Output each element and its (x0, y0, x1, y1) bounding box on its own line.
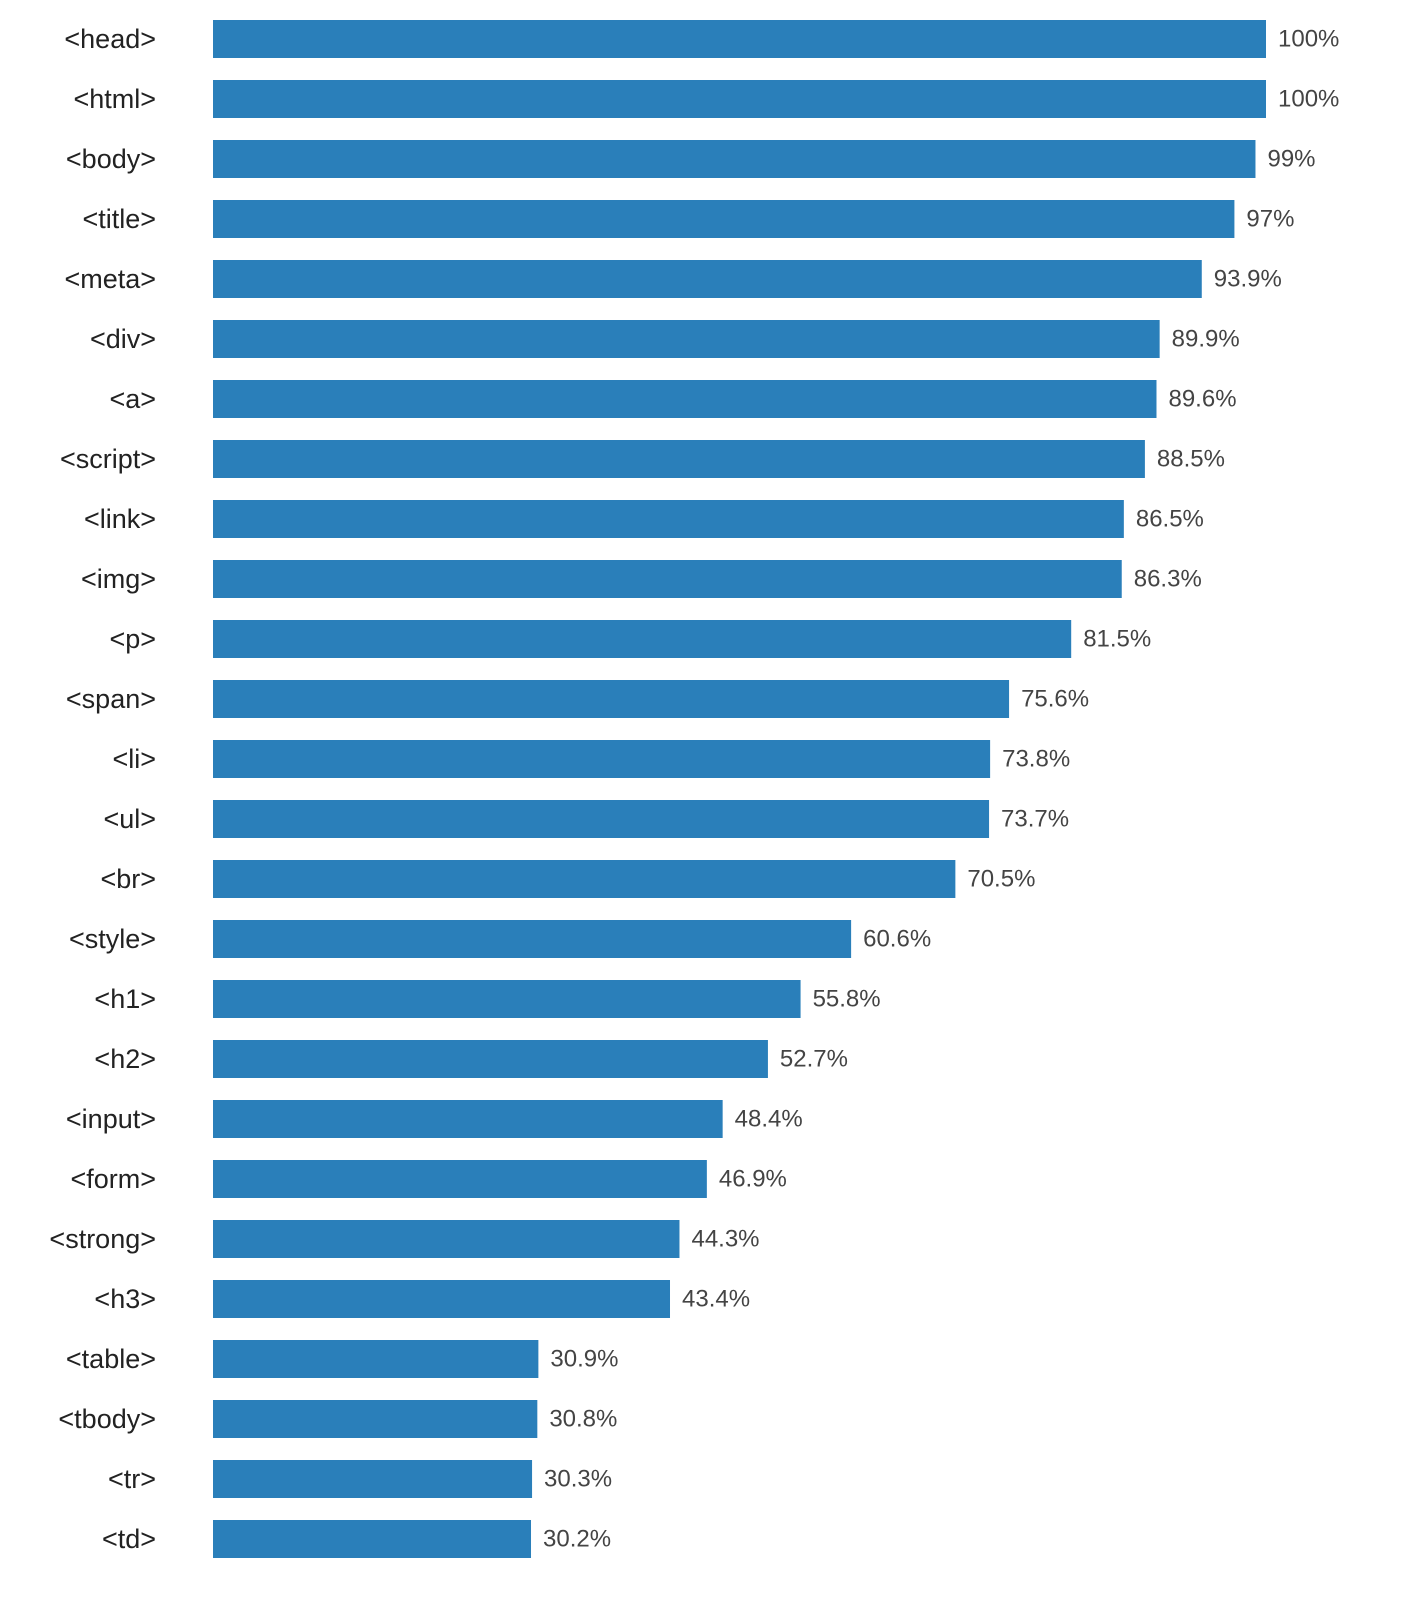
category-label: <table> (66, 1344, 156, 1374)
category-label: <span> (66, 684, 156, 714)
value-label: 88.5% (1157, 446, 1225, 473)
bar (213, 860, 956, 898)
category-label: <h1> (94, 984, 156, 1014)
value-label: 99% (1267, 146, 1315, 173)
bar (213, 380, 1157, 418)
bar (213, 920, 852, 958)
value-label: 44.3% (691, 1226, 759, 1253)
category-label: <div> (90, 324, 156, 354)
value-label: 97% (1246, 206, 1294, 233)
bar (213, 1040, 768, 1078)
bar (213, 980, 801, 1018)
value-label: 89.9% (1172, 326, 1240, 353)
category-label: <script> (60, 444, 156, 474)
category-label: <a> (109, 384, 156, 414)
category-label: <head> (64, 24, 156, 54)
value-label: 30.3% (544, 1466, 612, 1493)
category-label: <img> (81, 564, 156, 594)
bar (213, 320, 1160, 358)
category-label: <meta> (64, 264, 156, 294)
value-label: 46.9% (719, 1166, 787, 1193)
value-label: 43.4% (682, 1286, 750, 1313)
value-label: 86.5% (1136, 506, 1204, 533)
value-label: 81.5% (1083, 626, 1151, 653)
value-label: 75.6% (1021, 686, 1089, 713)
category-label: <body> (66, 144, 156, 174)
bar (213, 80, 1266, 118)
value-label: 100% (1278, 26, 1339, 53)
value-label: 55.8% (813, 986, 881, 1013)
value-label: 73.7% (1001, 806, 1069, 833)
bar (213, 1400, 538, 1438)
bar (213, 1340, 539, 1378)
value-label: 70.5% (967, 866, 1035, 893)
value-label: 73.8% (1002, 746, 1070, 773)
category-label: <ul> (103, 804, 156, 834)
bar (213, 260, 1202, 298)
value-label: 100% (1278, 86, 1339, 113)
bar (213, 680, 1010, 718)
bar (213, 800, 990, 838)
category-label: <br> (100, 864, 156, 894)
bar (213, 1520, 532, 1558)
value-label: 30.9% (550, 1346, 618, 1373)
category-label: <link> (84, 504, 156, 534)
bar (213, 140, 1256, 178)
bar (213, 1160, 707, 1198)
category-label: <html> (73, 84, 156, 114)
bar (213, 500, 1124, 538)
category-label: <form> (70, 1164, 156, 1194)
category-label: <tbody> (58, 1404, 156, 1434)
bar (213, 740, 991, 778)
bar (213, 1100, 723, 1138)
category-label: <title> (82, 204, 156, 234)
bar (213, 560, 1122, 598)
category-label: <tr> (108, 1464, 156, 1494)
category-label: <h2> (94, 1044, 156, 1074)
value-label: 89.6% (1168, 386, 1236, 413)
bar (213, 620, 1072, 658)
value-label: 30.8% (549, 1406, 617, 1433)
bar (213, 1220, 680, 1258)
bar (213, 440, 1145, 478)
value-label: 48.4% (735, 1106, 803, 1133)
value-label: 60.6% (863, 926, 931, 953)
bar (213, 200, 1235, 238)
value-label: 86.3% (1134, 566, 1202, 593)
category-label: <h3> (94, 1284, 156, 1314)
category-label: <li> (112, 744, 156, 774)
value-label: 30.2% (543, 1526, 611, 1553)
category-label: <style> (69, 924, 156, 954)
bar (213, 1280, 671, 1318)
category-label: <p> (109, 624, 156, 654)
bar (213, 1460, 533, 1498)
value-label: 93.9% (1214, 266, 1282, 293)
category-label: <td> (102, 1524, 156, 1554)
value-label: 52.7% (780, 1046, 848, 1073)
category-label: <strong> (49, 1224, 156, 1254)
category-label: <input> (66, 1104, 156, 1134)
bar (213, 20, 1266, 58)
